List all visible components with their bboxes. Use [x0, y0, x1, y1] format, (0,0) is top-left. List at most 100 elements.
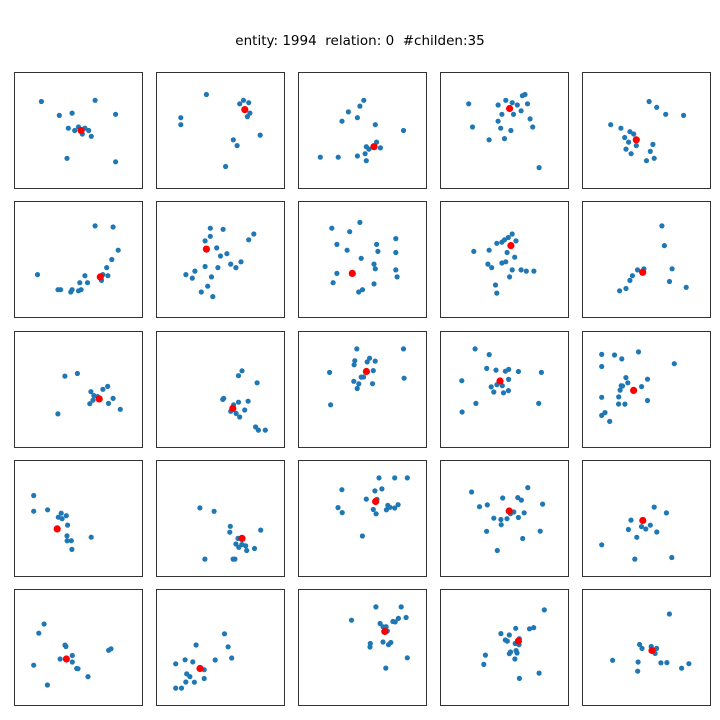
scatter-point — [347, 229, 353, 235]
center-point — [196, 664, 204, 673]
center-point — [506, 104, 514, 113]
scatter-point — [110, 224, 116, 230]
scatter-point — [372, 358, 378, 364]
scatter-point — [217, 253, 224, 259]
scatter-point — [317, 154, 323, 160]
scatter-point — [531, 625, 537, 631]
scatter-panel — [582, 72, 711, 189]
scatter-point — [246, 237, 252, 243]
scatter-panel — [298, 589, 427, 706]
scatter-point — [62, 373, 68, 379]
scatter-point — [404, 475, 410, 481]
scatter-point — [220, 226, 226, 232]
scatter-point — [354, 346, 360, 352]
scatter-point — [41, 621, 47, 627]
scatter-point — [628, 151, 634, 157]
scatter-point — [237, 101, 243, 107]
scatter-point — [242, 407, 248, 413]
scatter-point — [65, 522, 71, 528]
scatter-point — [91, 393, 97, 399]
scatter-point — [334, 241, 340, 247]
scatter-point — [495, 102, 501, 108]
scatter-point — [31, 492, 37, 499]
scatter-point — [540, 501, 546, 507]
scatter-point — [198, 289, 204, 295]
scatter-point — [244, 547, 250, 554]
scatter-point — [339, 487, 345, 493]
scatter-point — [635, 668, 641, 674]
scatter-point — [498, 125, 504, 131]
scatter-point — [351, 378, 357, 384]
scatter-point — [344, 247, 350, 253]
scatter-panel — [156, 589, 285, 706]
scatter-point — [484, 502, 490, 508]
scatter-point — [512, 656, 518, 662]
scatter-point — [602, 410, 608, 416]
scatter-point — [617, 288, 623, 294]
scatter-point — [644, 397, 651, 404]
scatter-point — [524, 101, 531, 107]
scatter-point — [246, 100, 252, 106]
panel-frame — [14, 589, 143, 706]
scatter-point — [639, 645, 645, 652]
scatter-point — [390, 618, 396, 625]
scatter-point — [372, 266, 378, 272]
scatter-point — [536, 400, 542, 406]
scatter-point — [90, 397, 96, 403]
scatter-point — [257, 132, 263, 138]
center-point — [639, 516, 647, 525]
scatter-point — [364, 359, 370, 365]
scatter-point — [541, 607, 547, 613]
scatter-point — [205, 283, 211, 289]
scatter-point — [505, 388, 511, 394]
scatter-point — [358, 255, 364, 261]
scatter-point — [392, 505, 398, 511]
scatter-point — [354, 115, 360, 121]
scatter-point — [395, 502, 401, 508]
scatter-point — [619, 383, 626, 389]
scatter-point — [223, 163, 229, 170]
scatter-point — [370, 506, 376, 513]
scatter-point — [64, 538, 70, 544]
scatter-point — [515, 368, 522, 375]
scatter-point — [383, 665, 389, 671]
center-point — [639, 268, 647, 276]
scatter-point — [38, 98, 45, 105]
scatter-point — [506, 376, 512, 382]
panel-frame — [582, 460, 711, 577]
scatter-point — [608, 122, 614, 128]
scatter-panel — [298, 201, 427, 318]
scatter-point — [85, 674, 91, 680]
scatter-point — [100, 386, 106, 392]
scatter-point — [335, 505, 341, 511]
scatter-point — [522, 91, 528, 98]
panel-frame — [298, 72, 427, 189]
scatter-point — [376, 475, 382, 481]
center-point — [53, 525, 61, 533]
scatter-point — [77, 280, 83, 286]
scatter-point — [501, 237, 508, 243]
scatter-point — [459, 378, 465, 384]
scatter-point — [351, 362, 357, 368]
scatter-point — [251, 231, 257, 237]
scatter-panel — [298, 72, 427, 189]
scatter-point — [499, 111, 505, 117]
scatter-point — [221, 395, 227, 401]
scatter-point — [400, 127, 407, 134]
scatter-point — [371, 281, 377, 287]
scatter-point — [367, 644, 373, 650]
scatter-point — [647, 148, 653, 154]
scatter-panel — [298, 460, 427, 577]
panel-frame — [440, 201, 569, 318]
scatter-point — [537, 528, 543, 534]
scatter-point — [625, 526, 632, 533]
scatter-panel — [582, 331, 711, 448]
scatter-point — [251, 545, 258, 552]
scatter-point — [387, 504, 393, 510]
scatter-point — [239, 368, 245, 374]
scatter-point — [74, 370, 80, 377]
scatter-point — [471, 248, 477, 254]
scatter-point — [400, 346, 407, 352]
scatter-point — [501, 136, 508, 142]
scatter-point — [618, 125, 624, 131]
